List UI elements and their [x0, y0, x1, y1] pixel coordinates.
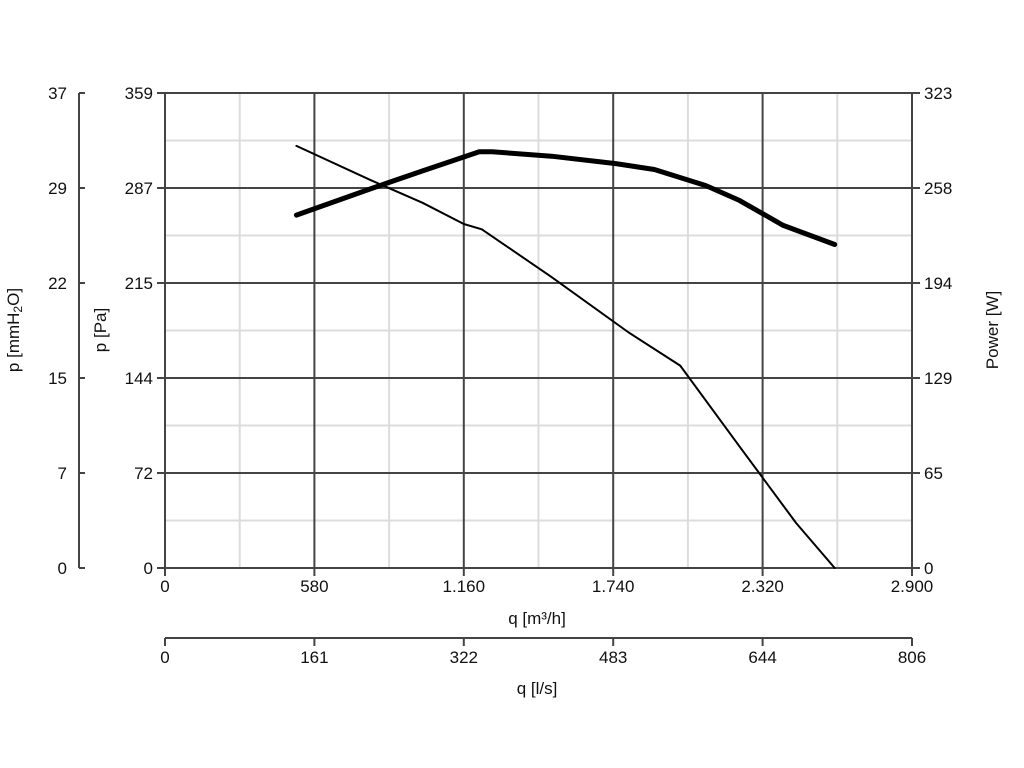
y-tick-label-mmh2o: 7: [58, 464, 67, 483]
major-gridlines: [165, 93, 912, 568]
y-tick-label-mmh2o: 15: [48, 369, 67, 388]
y-tick-label-power: 0: [924, 559, 933, 578]
y-tick-label-power: 65: [924, 464, 943, 483]
y-tick-label-mmh2o: 0: [58, 559, 67, 578]
x-tick-label-m3h: 1.740: [592, 577, 635, 596]
y-tick-label-mmh2o: 22: [48, 274, 67, 293]
pressure-curve: [295, 144, 836, 569]
x-tick-label-ls: 806: [898, 648, 926, 667]
plot-frame: [164, 92, 913, 569]
x-tick-label-m3h: 580: [300, 577, 328, 596]
y-axis-label-pa: p [Pa]: [91, 308, 110, 352]
y-tick-label-pa: 215: [125, 274, 153, 293]
y-label-mmh2o-end: O]: [4, 288, 23, 306]
y-tick-label-mmh2o: 29: [48, 179, 67, 198]
x-tick-label-ls: 0: [160, 648, 169, 667]
x-tick-label-m3h: 2.320: [741, 577, 784, 596]
minor-gridlines: [165, 93, 912, 568]
y-tick-label-pa: 0: [144, 559, 153, 578]
data-series: [293, 144, 838, 569]
y-tick-label-power: 129: [924, 369, 952, 388]
x-tick-label-ls: 644: [748, 648, 776, 667]
y-tick-label-power: 194: [924, 274, 952, 293]
y-label-mmh2o-main: p [mmH: [4, 313, 23, 373]
x-tick-label-ls: 161: [300, 648, 328, 667]
y-axis-label-power: Power [W]: [983, 291, 1002, 369]
y-tick-label-mmh2o: 37: [48, 84, 67, 103]
axes: [78, 92, 920, 646]
y-tick-label-pa: 144: [125, 369, 153, 388]
y-tick-label-power: 258: [924, 179, 952, 198]
x-tick-label-ls: 322: [450, 648, 478, 667]
power-curve: [293, 149, 838, 247]
y-tick-label-power: 323: [924, 84, 952, 103]
y-axis-label-mmh2o: p [mmH2O]: [4, 288, 25, 372]
x-tick-label-m3h: 2.900: [891, 577, 934, 596]
y-tick-label-pa: 72: [134, 464, 153, 483]
x-tick-label-m3h: 1.160: [443, 577, 486, 596]
y-tick-label-pa: 359: [125, 84, 153, 103]
x-tick-label-ls: 483: [599, 648, 627, 667]
x-axis-label-m3h: q [m³/h]: [508, 609, 566, 628]
x-tick-label-m3h: 0: [160, 577, 169, 596]
x-axis-label-ls: q [l/s]: [517, 679, 558, 698]
y-label-mmh2o-sub: 2: [11, 306, 25, 313]
y-tick-label-pa: 287: [125, 179, 153, 198]
